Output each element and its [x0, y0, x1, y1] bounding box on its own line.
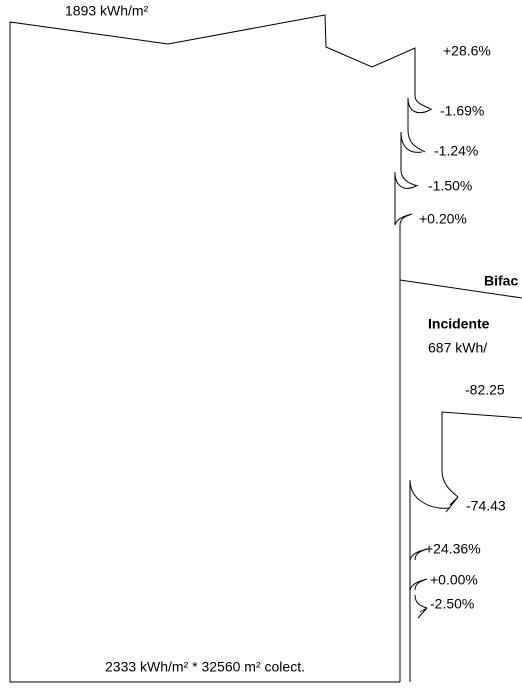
rear-step-label: -74.43: [466, 498, 506, 514]
bifacial-label: Bifac: [484, 273, 518, 289]
loss-arrow: [400, 129, 426, 170]
loss-arrow: [414, 594, 428, 619]
bifacial-line: [399, 279, 522, 299]
rear-step-label: +0.00%: [430, 572, 478, 588]
gain-arrow: [409, 578, 428, 591]
rear-box: [441, 411, 522, 470]
bottom-label: 2333 kWh/m² * 32560 m² colect.: [105, 659, 305, 675]
rear-step-label: -82.25: [465, 382, 505, 398]
loss-arrow: [394, 169, 419, 225]
rear-step-label: +24.36%: [425, 541, 481, 557]
loss-arrow: [441, 469, 459, 513]
rear-step-label: -2.50%: [430, 596, 474, 612]
loss-arrow: [407, 70, 433, 130]
gain-arrow: [409, 548, 428, 561]
loss-arrow: [409, 479, 451, 682]
gain-arrow: [394, 213, 413, 682]
main-flow-outline: [9, 14, 416, 683]
top-label: 1893 kWh/m²: [65, 3, 149, 19]
incident-value: 687 kWh/: [428, 340, 487, 356]
step-label: +0.20%: [419, 211, 467, 227]
step-label: -1.24%: [434, 143, 478, 159]
step-label: -1.50%: [428, 178, 472, 194]
incident-title: Incidente: [428, 316, 490, 332]
step-label: +28.6%: [443, 43, 491, 59]
step-label: -1.69%: [440, 103, 484, 119]
